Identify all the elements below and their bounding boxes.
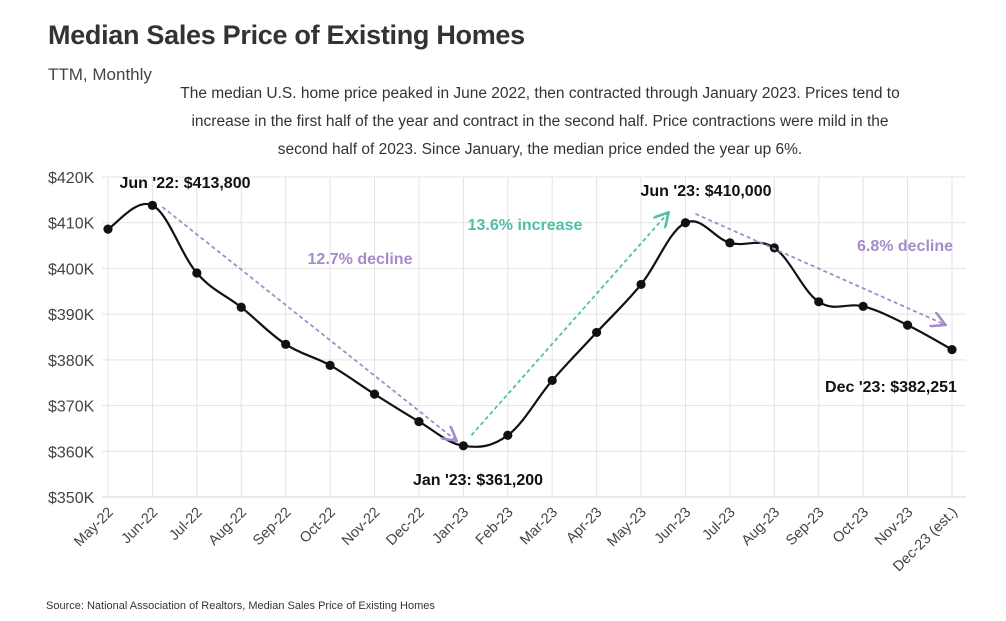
x-tick-label: May-23 <box>604 505 650 551</box>
trend-arrow-decline <box>695 213 944 324</box>
trend-arrow-decline <box>161 206 455 440</box>
y-tick-label: $410K <box>48 216 95 233</box>
data-point <box>725 238 735 248</box>
data-point <box>769 243 779 253</box>
x-tick-label: Aug-23 <box>739 505 783 549</box>
x-tick-label: Jan-23 <box>430 505 473 548</box>
x-tick-label: Nov-23 <box>872 505 916 549</box>
x-tick-label: Aug-22 <box>206 505 250 549</box>
data-point <box>858 301 868 311</box>
data-point <box>325 360 335 370</box>
y-tick-label: $420K <box>48 170 95 187</box>
series-line <box>107 202 953 448</box>
callout-label: Jun '23: $410,000 <box>641 183 772 200</box>
x-tick-label: Jun-22 <box>119 505 162 548</box>
callout-label: Dec '23: $382,251 <box>825 379 957 396</box>
data-point <box>414 416 424 427</box>
data-point <box>592 327 602 338</box>
y-tick-label: $360K <box>48 444 95 461</box>
data-point <box>547 375 557 386</box>
x-tick-label: May-22 <box>71 505 117 551</box>
y-tick-label: $400K <box>48 261 95 278</box>
trend-label-decline: 6.8% decline <box>857 238 953 255</box>
trend-label-decline: 12.7% decline <box>308 251 413 268</box>
x-tick-label: Jul-22 <box>166 505 205 544</box>
y-tick-label: $350K <box>48 490 95 507</box>
data-point <box>503 430 513 440</box>
y-tick-label: $380K <box>48 353 95 370</box>
x-tick-label: Nov-22 <box>339 505 383 549</box>
x-tick-label: Jun-23 <box>652 505 695 548</box>
x-tick-label: Dec-22 <box>383 505 427 549</box>
x-tick-label: Oct-22 <box>297 505 339 547</box>
data-point <box>947 344 957 355</box>
source-note: Source: National Association of Realtors… <box>46 600 435 612</box>
x-tick-label: Sep-22 <box>250 505 294 549</box>
y-tick-label: $370K <box>48 399 95 416</box>
trend-arrow-increase <box>470 214 667 436</box>
data-point <box>192 268 202 278</box>
x-tick-label: Jul-23 <box>699 505 738 544</box>
data-point <box>103 224 113 234</box>
x-tick-label: Oct-23 <box>830 505 872 547</box>
x-tick-label: Apr-23 <box>563 505 605 547</box>
chart-subtitle: TTM, Monthly <box>48 65 152 84</box>
data-point <box>636 279 646 290</box>
data-point <box>680 218 691 228</box>
callout-label: Jun '22: $413,800 <box>120 175 251 192</box>
data-point <box>458 441 468 451</box>
x-tick-label: Mar-23 <box>517 505 561 549</box>
data-point <box>236 302 246 312</box>
chart-title: Median Sales Price of Existing Homes <box>48 20 525 50</box>
trend-label-increase: 13.6% increase <box>468 217 583 234</box>
data-point <box>369 389 380 399</box>
chart-description: The median U.S. home price peaked in Jun… <box>180 85 900 158</box>
data-point <box>281 339 291 349</box>
data-point <box>902 320 913 330</box>
x-tick-label: Sep-23 <box>783 505 827 549</box>
data-point <box>147 200 158 210</box>
y-tick-label: $390K <box>48 307 95 324</box>
callout-label: Jan '23: $361,200 <box>413 472 543 489</box>
x-tick-label: Feb-23 <box>473 505 517 549</box>
data-point <box>814 297 824 307</box>
